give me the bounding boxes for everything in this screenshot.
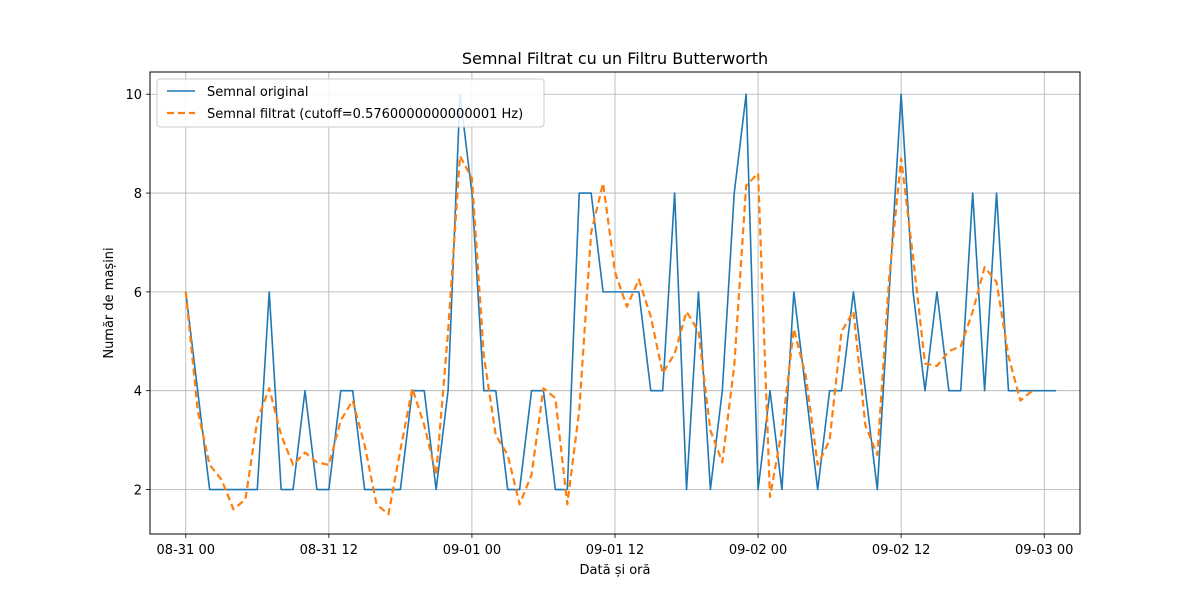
x-axis-label: Dată și oră — [580, 563, 651, 578]
x-tick-label: 09-01 12 — [586, 543, 644, 558]
x-tick-label: 09-02 12 — [872, 543, 930, 558]
x-tick-label: 09-02 00 — [729, 543, 787, 558]
series — [184, 93, 1057, 516]
series-line-2 — [184, 154, 1034, 516]
x-tick-label: 08-31 12 — [300, 543, 358, 558]
x-tick-label: 09-03 00 — [1015, 543, 1073, 558]
legend: Semnal original Semnal filtrat (cutoff=0.… — [156, 78, 545, 128]
legend-entry: Semnal filtrat (cutoff=0.576000000000000… — [207, 107, 523, 122]
y-tick-label: 4 — [134, 385, 142, 400]
y-tick-label: 2 — [134, 484, 142, 499]
series-line-1 — [184, 93, 1057, 491]
y-tick-label: 6 — [134, 286, 142, 301]
legend-entry: Semnal original — [207, 85, 308, 100]
x-tick-label: 08-31 00 — [157, 543, 215, 558]
x-tick-label: 09-01 00 — [443, 543, 501, 558]
legend-frame — [156, 78, 545, 128]
y-axis-label: Număr de mașini — [102, 247, 117, 358]
chart-title: Semnal Filtrat cu un Filtru Butterworth — [462, 49, 768, 68]
y-tick-label: 10 — [125, 88, 142, 103]
ticks: 08-31 00 08-31 12 09-01 00 09-01 12 09-02 00… — [125, 88, 1073, 558]
y-tick-label: 8 — [134, 187, 142, 202]
